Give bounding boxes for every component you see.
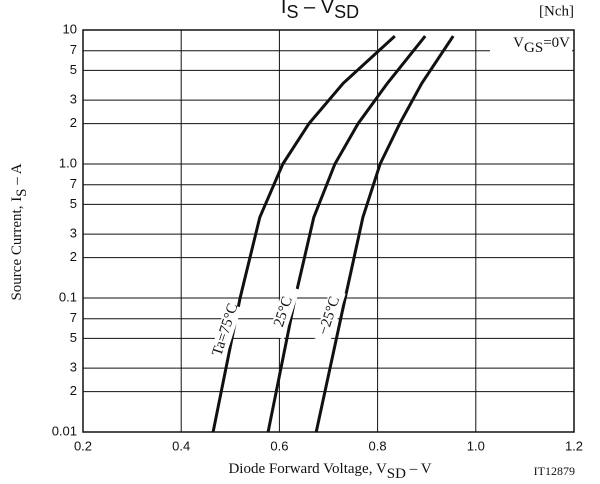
label-part: – A [9,163,25,188]
y-tick-label: 0.01 [52,423,77,438]
figure-code: IT12879 [534,464,575,478]
y-tick-label: 2 [70,383,77,398]
x-axis-label: Diode Forward Voltage, VSD – V [228,461,431,482]
y-tick-label: 0.1 [59,289,77,304]
y-tick-label: 1.0 [59,155,77,170]
curve [314,35,455,433]
condition-label: VGS=0V [513,35,570,56]
y-tick-label: 5 [70,196,77,211]
x-tick-label: 0.4 [172,438,190,453]
label-sub: GS [524,40,543,56]
y-tick-label: 7 [70,42,77,57]
series-label-bg [210,302,242,358]
title-part: I [281,0,287,18]
x-tick-label: 0.2 [74,438,92,453]
label-part: Diode Forward Voltage, V [228,461,386,477]
condition-box [490,33,572,61]
x-tick-label: 0.8 [369,438,387,453]
plot-frame [82,29,575,433]
series-label-bg [314,288,346,344]
channel-note: [Nch] [539,3,574,19]
label-part: V [513,35,524,51]
title-sub: SD [334,2,359,22]
x-tick-label: 0.6 [270,438,288,453]
y-tick-label: 7 [70,176,77,191]
label-part: =0V [543,35,570,51]
label-sub: S [14,188,30,196]
title-sub: S [286,2,298,22]
y-tick-label: 2 [70,249,77,264]
y-tick-label: 5 [70,330,77,345]
y-tick-label: 2 [70,115,77,130]
y-tick-label: 3 [70,226,77,241]
label-sub: SD [387,466,406,482]
y-tick-label: 5 [70,62,77,77]
curve [211,34,396,433]
series-label: Ta=75°C [209,302,241,359]
y-tick-label: 7 [70,310,77,325]
title-part: – V [298,0,334,18]
label-part: – V [406,461,432,477]
series-label-bg [268,284,300,340]
x-tick-label: 1.2 [565,438,583,453]
y-tick-label: 3 [70,360,77,375]
chart-title: IS – VSD [281,0,359,22]
y-axis-label: Source Current, IS – A [9,163,30,300]
x-tick-label: 1.0 [467,438,485,453]
y-tick-label: 10 [63,21,77,36]
label-part: Source Current, I [9,197,25,301]
y-tick-label: 3 [70,92,77,107]
